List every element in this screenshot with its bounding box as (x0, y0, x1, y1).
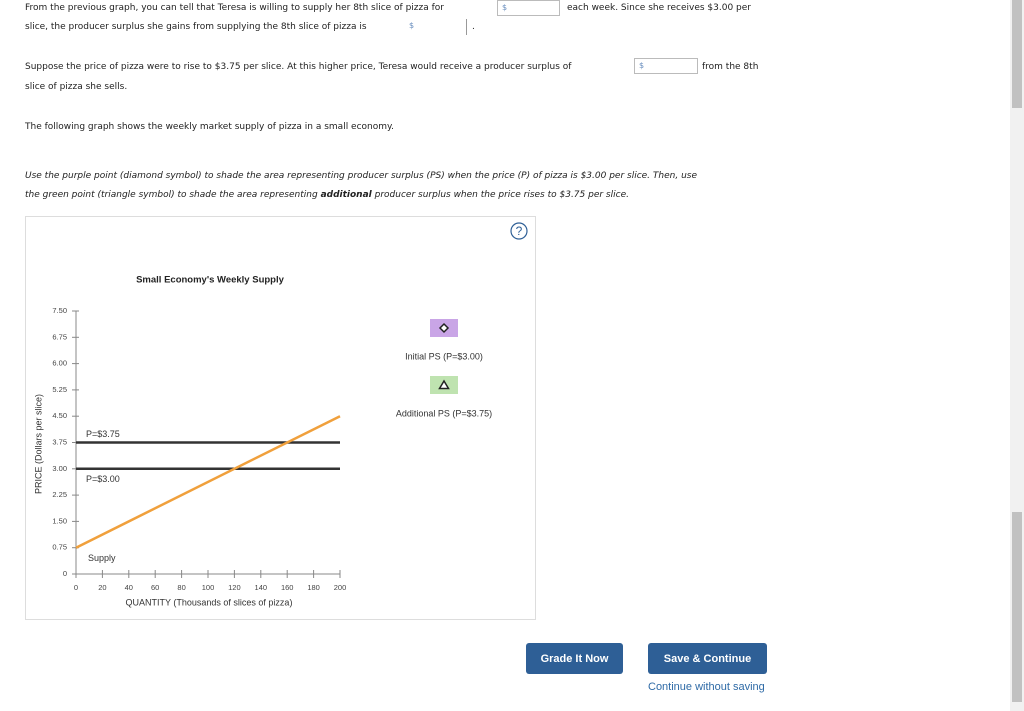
text: the green point (triangle symbol) to sha… (25, 190, 318, 200)
y-tick-label: 7.50 (52, 306, 67, 315)
x-tick-label: 100 (202, 583, 215, 592)
price-line-label: P=$3.00 (86, 474, 120, 484)
x-tick-label: 20 (98, 583, 106, 592)
x-tick-label: 0 (74, 583, 78, 592)
series-label: Supply (88, 553, 116, 563)
help-icon[interactable] (510, 222, 528, 240)
chart: ? Small Economy's Weekly Supply QUANTITY… (33, 222, 528, 607)
y-tick-label: 4.50 (52, 411, 67, 420)
grade-button[interactable]: Grade It Now (526, 643, 623, 674)
text: slice of pizza she sells. (25, 82, 128, 92)
text: The following graph shows the weekly mar… (25, 122, 394, 132)
text: From the previous graph, you can tell th… (25, 3, 444, 13)
x-tick-label: 40 (125, 583, 133, 592)
y-tick-label: 0.75 (52, 543, 67, 552)
tool-label: Initial PS (P=$3.00) (405, 351, 483, 361)
tool-label: Additional PS (P=$3.75) (396, 408, 492, 418)
triangle-symbol (438, 379, 450, 390)
bold-text: additional (320, 190, 372, 200)
answer-input[interactable]: $ (405, 19, 467, 35)
x-tick-label: 120 (228, 583, 241, 592)
y-tick-label: 0 (63, 569, 67, 578)
x-tick-label: 140 (255, 583, 268, 592)
y-tick-label: 2.25 (52, 490, 67, 499)
chart-title: Small Economy's Weekly Supply (136, 275, 285, 286)
graph-panel: ? Small Economy's Weekly Supply QUANTITY… (25, 216, 536, 620)
text: producer surplus when the price rises to… (374, 190, 629, 200)
instruction: the green point (triangle symbol) to sha… (25, 190, 629, 200)
x-axis-label: QUANTITY (Thousands of slices of pizza) (126, 597, 293, 607)
x-tick-label: 180 (307, 583, 320, 592)
supply-line (75, 415, 341, 549)
text: each week. Since she receives $3.00 per (567, 3, 752, 13)
diamond-symbol (438, 322, 450, 334)
text: Suppose the price of pizza were to rise … (25, 62, 572, 72)
y-tick-label: 6.75 (52, 332, 67, 341)
save-button[interactable]: Save & Continue (648, 643, 767, 674)
y-tick-label: 5.25 (52, 385, 67, 394)
price-line-label: P=$3.75 (86, 429, 120, 439)
instruction: Use the purple point (diamond symbol) to… (25, 171, 697, 181)
y-axis-label: PRICE (Dollars per slice) (33, 394, 43, 494)
x-tick-label: 60 (151, 583, 159, 592)
y-tick-label: 6.00 (52, 359, 67, 368)
help-text[interactable]: ? (516, 224, 523, 238)
y-tick-label: 1.50 (52, 516, 67, 525)
x-tick-label: 80 (177, 583, 185, 592)
x-tick-label: 200 (334, 583, 347, 592)
text: from the 8th (702, 62, 759, 72)
scroll-thumb[interactable] (1012, 512, 1022, 702)
y-tick-label: 3.75 (52, 437, 67, 446)
text: slice, the producer surplus she gains fr… (25, 22, 367, 32)
scroll-thumb[interactable] (1012, 0, 1022, 108)
text: . (472, 22, 475, 32)
continue-link[interactable]: Continue without saving (648, 681, 765, 693)
answer-input[interactable]: $ (634, 58, 698, 74)
y-tick-label: 3.00 (52, 464, 67, 473)
answer-input[interactable]: $ (497, 0, 560, 16)
x-tick-label: 160 (281, 583, 294, 592)
